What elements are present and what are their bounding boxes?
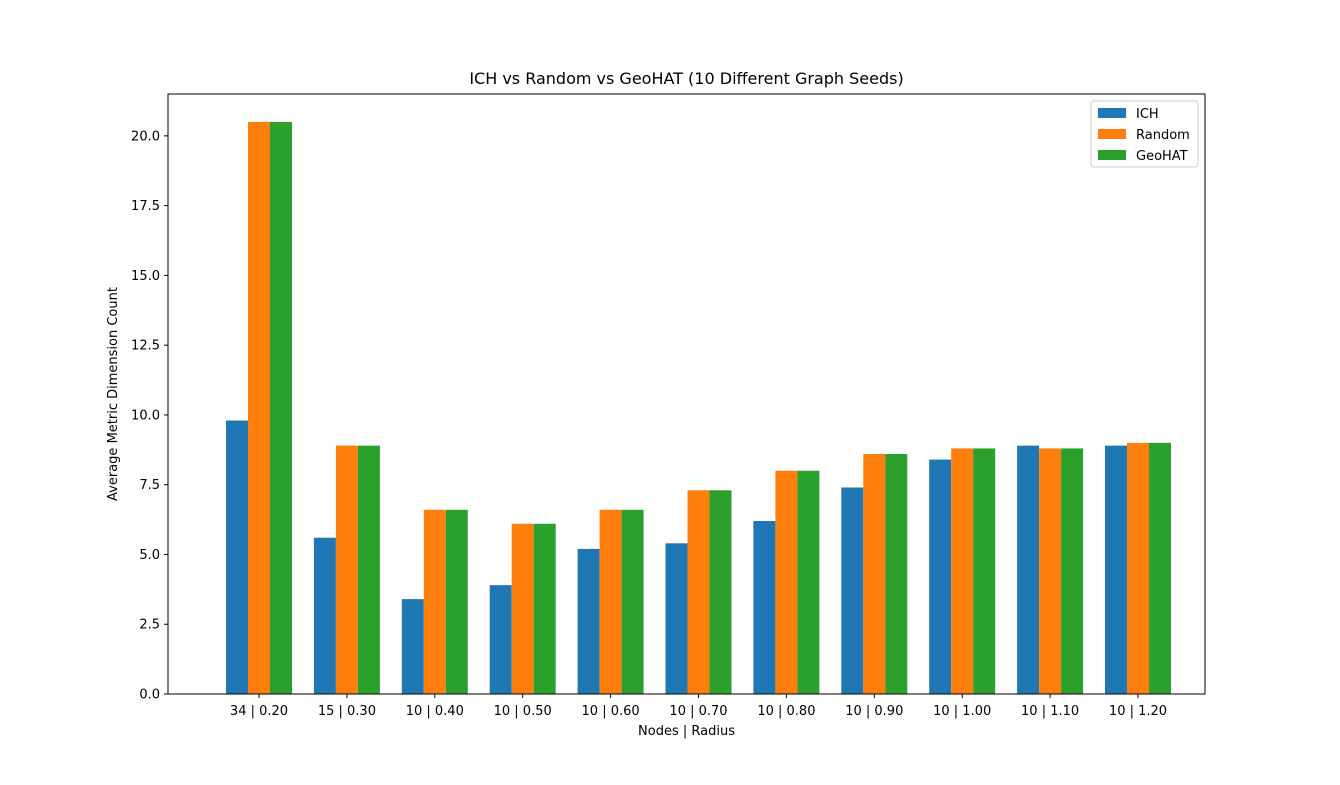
- legend-swatch-random: [1098, 129, 1126, 139]
- plot-frame: [167, 93, 1206, 695]
- bar-random-8: [951, 448, 974, 694]
- bar-random-10: [1127, 442, 1149, 694]
- bar-ich-3: [489, 585, 512, 694]
- x-axis-label: Nodes | Radius: [638, 724, 735, 739]
- bar-random-0: [248, 121, 270, 694]
- bar-geohat-3: [533, 523, 556, 694]
- chart-title: ICH vs Random vs GeoHAT (10 Different Gr…: [469, 69, 903, 88]
- bar-geohat-2: [445, 509, 468, 694]
- legend: ICH Random GeoHAT: [1090, 100, 1199, 168]
- bar-ich-9: [1017, 445, 1040, 694]
- bar-random-3: [511, 523, 534, 694]
- y-tick-label: 12.5: [131, 339, 160, 354]
- x-tick-label: 10 | 0.80: [757, 704, 815, 719]
- x-tick-label: 10 | 0.70: [669, 704, 727, 719]
- bar-ich-2: [401, 599, 424, 694]
- bar-ich-4: [577, 548, 600, 694]
- legend-swatch-ich: [1098, 108, 1126, 118]
- bar-random-7: [863, 454, 886, 694]
- x-tick-label: 10 | 0.60: [582, 704, 640, 719]
- axes-layer: 0.0 2.5 5.0 7.5 10.0 12.5 15.0 17.5 20.0 34 | 0.2…: [131, 93, 1206, 719]
- bar-random-4: [599, 509, 622, 694]
- bar-geohat-6: [797, 470, 820, 694]
- bar-ich-6: [753, 520, 776, 694]
- bar-random-6: [775, 470, 798, 694]
- x-tick-label: 10 | 1.20: [1109, 704, 1167, 719]
- x-tick-label: 10 | 0.90: [845, 704, 903, 719]
- y-tick-label: 15.0: [131, 269, 160, 284]
- x-tick-label: 34 | 0.20: [230, 704, 288, 719]
- bars-layer: [226, 121, 1171, 694]
- x-tick-label: 10 | 1.10: [1021, 704, 1079, 719]
- bar-geohat-0: [270, 121, 292, 694]
- bar-random-2: [423, 509, 446, 694]
- y-tick-label: 20.0: [131, 129, 160, 144]
- legend-label-geohat: GeoHAT: [1136, 149, 1188, 164]
- bar-ich-7: [841, 487, 864, 694]
- bar-ich-10: [1105, 445, 1127, 694]
- bar-random-1: [335, 445, 358, 694]
- bar-ich-5: [665, 543, 688, 694]
- x-tick-label: 10 | 1.00: [933, 704, 991, 719]
- bar-random-9: [1039, 448, 1062, 694]
- y-tick-label: 2.5: [139, 618, 160, 633]
- y-tick-label: 17.5: [131, 199, 160, 214]
- y-tick-label: 10.0: [131, 408, 160, 423]
- y-tick-label: 7.5: [139, 478, 160, 493]
- bar-ich-8: [929, 459, 952, 694]
- bar-geohat-10: [1149, 442, 1171, 694]
- legend-label-random: Random: [1136, 128, 1190, 143]
- bar-random-5: [687, 490, 710, 694]
- x-tick-label: 10 | 0.50: [494, 704, 552, 719]
- y-axis-label: Average Metric Dimension Count: [106, 287, 121, 501]
- bar-geohat-1: [357, 445, 380, 694]
- bar-geohat-8: [973, 448, 996, 694]
- bar-geohat-7: [885, 454, 908, 694]
- legend-swatch-geohat: [1098, 150, 1126, 160]
- legend-label-ich: ICH: [1136, 107, 1159, 122]
- y-tick-label: 0.0: [139, 688, 160, 703]
- bar-ich-1: [313, 537, 336, 694]
- bar-ich-0: [226, 420, 248, 694]
- bar-geohat-5: [709, 490, 732, 694]
- x-tick-label: 15 | 0.30: [318, 704, 376, 719]
- bar-geohat-4: [621, 509, 644, 694]
- x-tick-label: 10 | 0.40: [406, 704, 464, 719]
- bar-geohat-9: [1061, 448, 1084, 694]
- y-tick-label: 5.0: [139, 548, 160, 563]
